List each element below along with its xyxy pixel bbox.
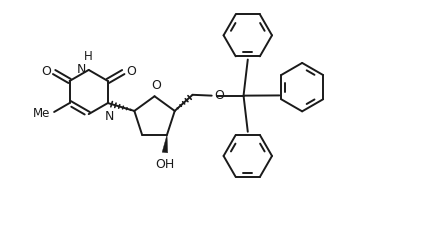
Text: N: N (77, 62, 86, 76)
Text: OH: OH (155, 158, 175, 171)
Text: Me: Me (33, 107, 50, 120)
Text: O: O (126, 65, 136, 78)
Text: H: H (83, 50, 92, 63)
Polygon shape (162, 135, 168, 153)
Text: O: O (151, 79, 161, 92)
Text: N: N (105, 110, 114, 123)
Text: O: O (41, 65, 51, 78)
Text: O: O (214, 89, 224, 102)
